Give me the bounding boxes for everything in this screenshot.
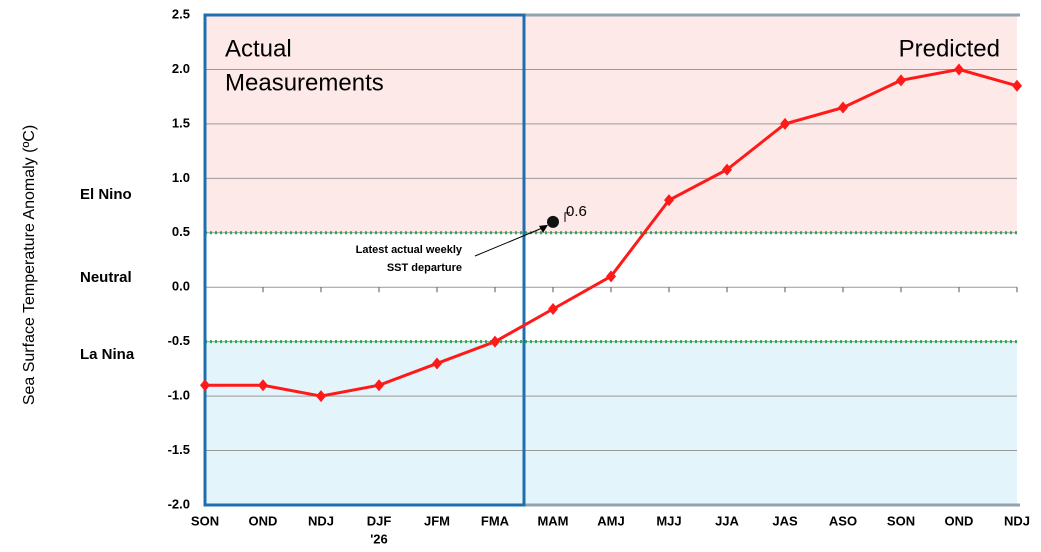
x-tick-label: AMJ	[597, 513, 624, 528]
point	[200, 379, 210, 392]
y-tick-label: -2.0	[168, 496, 190, 511]
latest-value-label: 0.6	[566, 203, 587, 220]
predicted-label: Predicted	[899, 35, 1000, 62]
la-nina-region	[205, 341, 1017, 505]
x-tick-label: JAS	[772, 513, 798, 528]
x-tick-label: NDJ	[1004, 513, 1030, 528]
y-tick-label: -1.0	[168, 388, 190, 403]
y-tick-label: 2.0	[172, 61, 190, 76]
latest-point	[547, 215, 559, 228]
annotation: SST departure	[387, 262, 462, 274]
point	[316, 390, 326, 403]
point	[722, 163, 732, 176]
region-label: El Nino	[80, 186, 132, 203]
arrow-head	[539, 224, 548, 233]
actual-label: Measurements	[225, 69, 384, 96]
y-tick-label: 0.0	[172, 279, 190, 294]
x-tick-label: MAM	[537, 513, 568, 528]
y-tick-label: -1.5	[168, 442, 190, 457]
point	[838, 101, 848, 114]
y-tick-label: 1.0	[172, 170, 190, 185]
point	[606, 270, 616, 283]
region-label: Neutral	[80, 269, 132, 286]
x-tick-label: JJA	[715, 513, 739, 528]
y-tick-label: -0.5	[168, 333, 190, 348]
x-tick-label: SON	[887, 513, 915, 528]
point	[490, 335, 500, 348]
point	[896, 74, 906, 87]
actual-box	[203, 13, 526, 507]
point	[432, 357, 442, 370]
label-leader	[564, 212, 570, 222]
point	[780, 117, 790, 130]
point	[258, 379, 268, 392]
annotation-arrow	[474, 226, 546, 257]
point	[954, 63, 964, 76]
x-tick-label: FMA	[481, 513, 510, 528]
y-axis-label: Sea Surface Temperature Anomaly (ºC)	[21, 125, 38, 405]
x-tick-label: DJF	[367, 513, 392, 528]
x-tick-label: OND	[249, 513, 278, 528]
point	[548, 303, 558, 315]
x-tick-label: JFM	[424, 513, 450, 528]
year-marker: '26	[370, 531, 388, 546]
x-tick-label: SON	[191, 513, 219, 528]
region-label: La Nina	[80, 346, 135, 363]
x-tick-label: MJJ	[656, 513, 681, 528]
actual-label: Actual	[225, 35, 292, 62]
annotation: Latest actual weekly	[356, 244, 463, 256]
point	[664, 194, 674, 207]
x-tick-label: OND	[945, 513, 974, 528]
y-tick-label: 0.5	[172, 224, 190, 239]
point	[1012, 79, 1022, 92]
x-tick-label: NDJ	[308, 513, 334, 528]
y-tick-label: 1.5	[172, 115, 190, 130]
point	[374, 379, 384, 392]
x-tick-label: ASO	[829, 513, 857, 528]
y-tick-label: 2.5	[172, 6, 190, 21]
